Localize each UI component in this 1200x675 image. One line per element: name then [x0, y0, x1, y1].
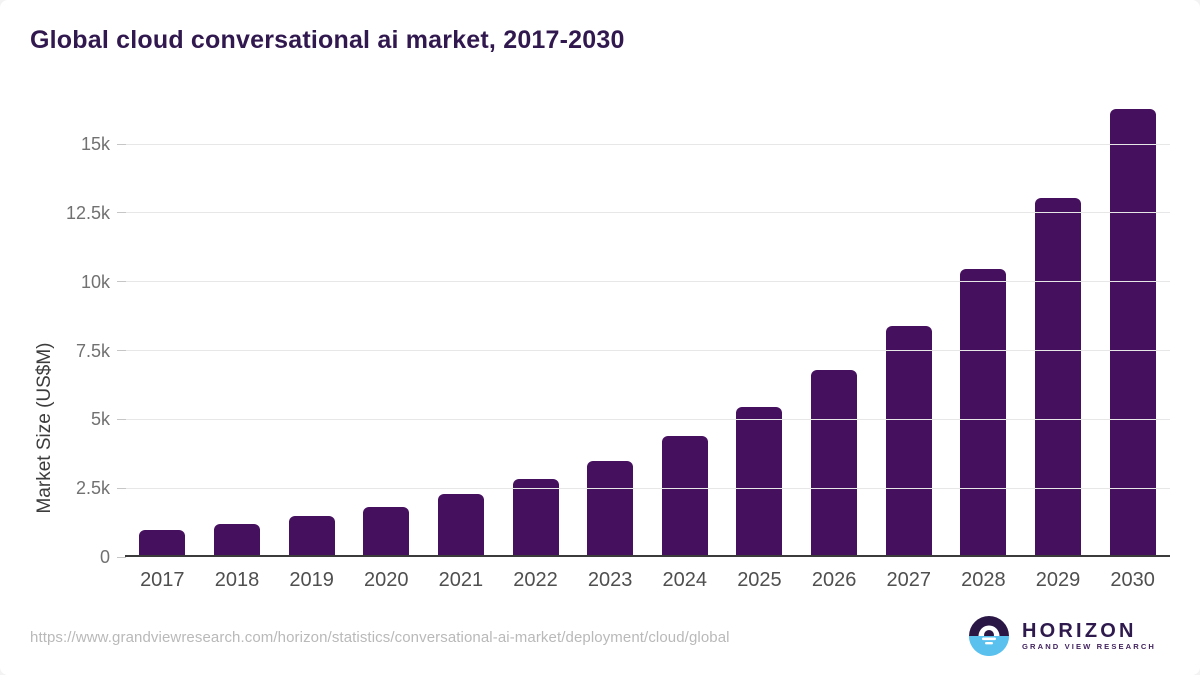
- y-tick-label-5k: 5k: [90, 409, 110, 430]
- bar-slot-2020: 2020: [349, 100, 424, 591]
- bar-2017[interactable]: [139, 530, 186, 555]
- gridline-7.5k: [125, 350, 1170, 352]
- y-tick-label-2.5k: 2.5k: [75, 478, 110, 499]
- bar-2027[interactable]: [885, 326, 932, 555]
- bar-slot-2018: 2018: [200, 100, 275, 591]
- bar-2024[interactable]: [661, 436, 708, 555]
- y-axis-tick-5k: [117, 418, 126, 420]
- x-tick-label-2024: 2024: [662, 569, 708, 591]
- y-tick-label-15k: 15k: [80, 134, 110, 155]
- bar-2028[interactable]: [960, 268, 1007, 555]
- bar-slot-2017: 2017: [125, 100, 200, 591]
- chart-title: Global cloud conversational ai market, 2…: [30, 26, 625, 54]
- x-tick-label-2030: 2030: [1110, 569, 1155, 591]
- gridline-12.5k: [125, 212, 1170, 214]
- y-axis-tick-12.5k: [117, 212, 126, 214]
- x-tick-label-2021: 2021: [438, 569, 484, 591]
- horizon-logo: HORIZON GRAND VIEW RESEARCH: [969, 616, 1156, 656]
- source-url[interactable]: https://www.grandviewresearch.com/horizo…: [30, 629, 730, 646]
- footer: https://www.grandviewresearch.com/horizo…: [0, 608, 1200, 668]
- bar-2019[interactable]: [288, 515, 335, 555]
- bar-slot-2028: 2028: [946, 100, 1021, 591]
- bar-slot-2026: 2026: [797, 100, 872, 591]
- y-tick-label-10k: 10k: [80, 271, 110, 292]
- gridline-2.5k: [125, 487, 1170, 489]
- gridline-5k: [125, 418, 1170, 420]
- bar-2026[interactable]: [811, 370, 858, 555]
- x-tick-label-2018: 2018: [214, 569, 260, 591]
- y-axis-tick-15k: [117, 143, 126, 145]
- y-tick-label-0: 0: [99, 547, 110, 567]
- logo-title: HORIZON: [1022, 620, 1137, 642]
- bar-2021[interactable]: [437, 493, 484, 555]
- bar-2018[interactable]: [213, 523, 260, 555]
- x-tick-label-2026: 2026: [811, 569, 857, 591]
- y-axis-tick-10k: [117, 281, 126, 283]
- bar-slot-2023: 2023: [573, 100, 648, 591]
- bar-2022[interactable]: [512, 478, 559, 555]
- bar-2023[interactable]: [587, 460, 634, 555]
- x-tick-label-2022: 2022: [513, 569, 558, 591]
- bar-slot-2030: 2030: [1095, 100, 1170, 591]
- y-tick-label-7.5k: 7.5k: [75, 340, 110, 361]
- x-tick-label-2028: 2028: [961, 569, 1006, 591]
- x-tick-label-2017: 2017: [140, 569, 185, 591]
- logo-text: HORIZON GRAND VIEW RESEARCH: [1022, 620, 1156, 652]
- bar-slot-2025: 2025: [722, 100, 797, 591]
- gridline-10k: [125, 281, 1170, 283]
- bar-slot-2019: 2019: [274, 100, 349, 591]
- y-tick-label-12.5k: 12.5k: [65, 202, 110, 223]
- horizon-sunrise-icon: [969, 616, 1010, 656]
- bar-slot-2022: 2022: [498, 100, 573, 591]
- bar-2020[interactable]: [363, 506, 410, 555]
- bar-slot-2027: 2027: [871, 100, 946, 591]
- y-axis-tick-0: [117, 556, 126, 558]
- bar-2025[interactable]: [736, 407, 783, 555]
- x-tick-label-2020: 2020: [363, 569, 409, 591]
- y-axis-tick-7.5k: [117, 350, 126, 352]
- bar-series: 2017 2018 2019 2020 2021 2022 2023 2024 2025 2026…: [125, 100, 1170, 591]
- y-axis-tick-2.5k: [117, 487, 126, 489]
- x-tick-label-2025: 2025: [737, 569, 782, 591]
- x-tick-label-2019: 2019: [289, 569, 334, 591]
- x-tick-label-2023: 2023: [587, 569, 633, 591]
- x-tick-label-2027: 2027: [886, 569, 931, 591]
- bar-slot-2021: 2021: [424, 100, 499, 591]
- gridline-15k: [125, 143, 1170, 145]
- bar-slot-2029: 2029: [1021, 100, 1096, 591]
- plot-area: 2017 2018 2019 2020 2021 2022 2023 2024 2025 2026…: [125, 100, 1170, 591]
- chart-area: Market Size (US$M) 2017 2018 2019 2020 2021 2…: [0, 100, 1200, 591]
- bar-2029[interactable]: [1035, 197, 1081, 555]
- bar-slot-2024: 2024: [647, 100, 722, 591]
- x-tick-label-2029: 2029: [1035, 569, 1081, 591]
- logo-subtitle: GRAND VIEW RESEARCH: [1022, 642, 1156, 651]
- bar-2030[interactable]: [1109, 108, 1156, 555]
